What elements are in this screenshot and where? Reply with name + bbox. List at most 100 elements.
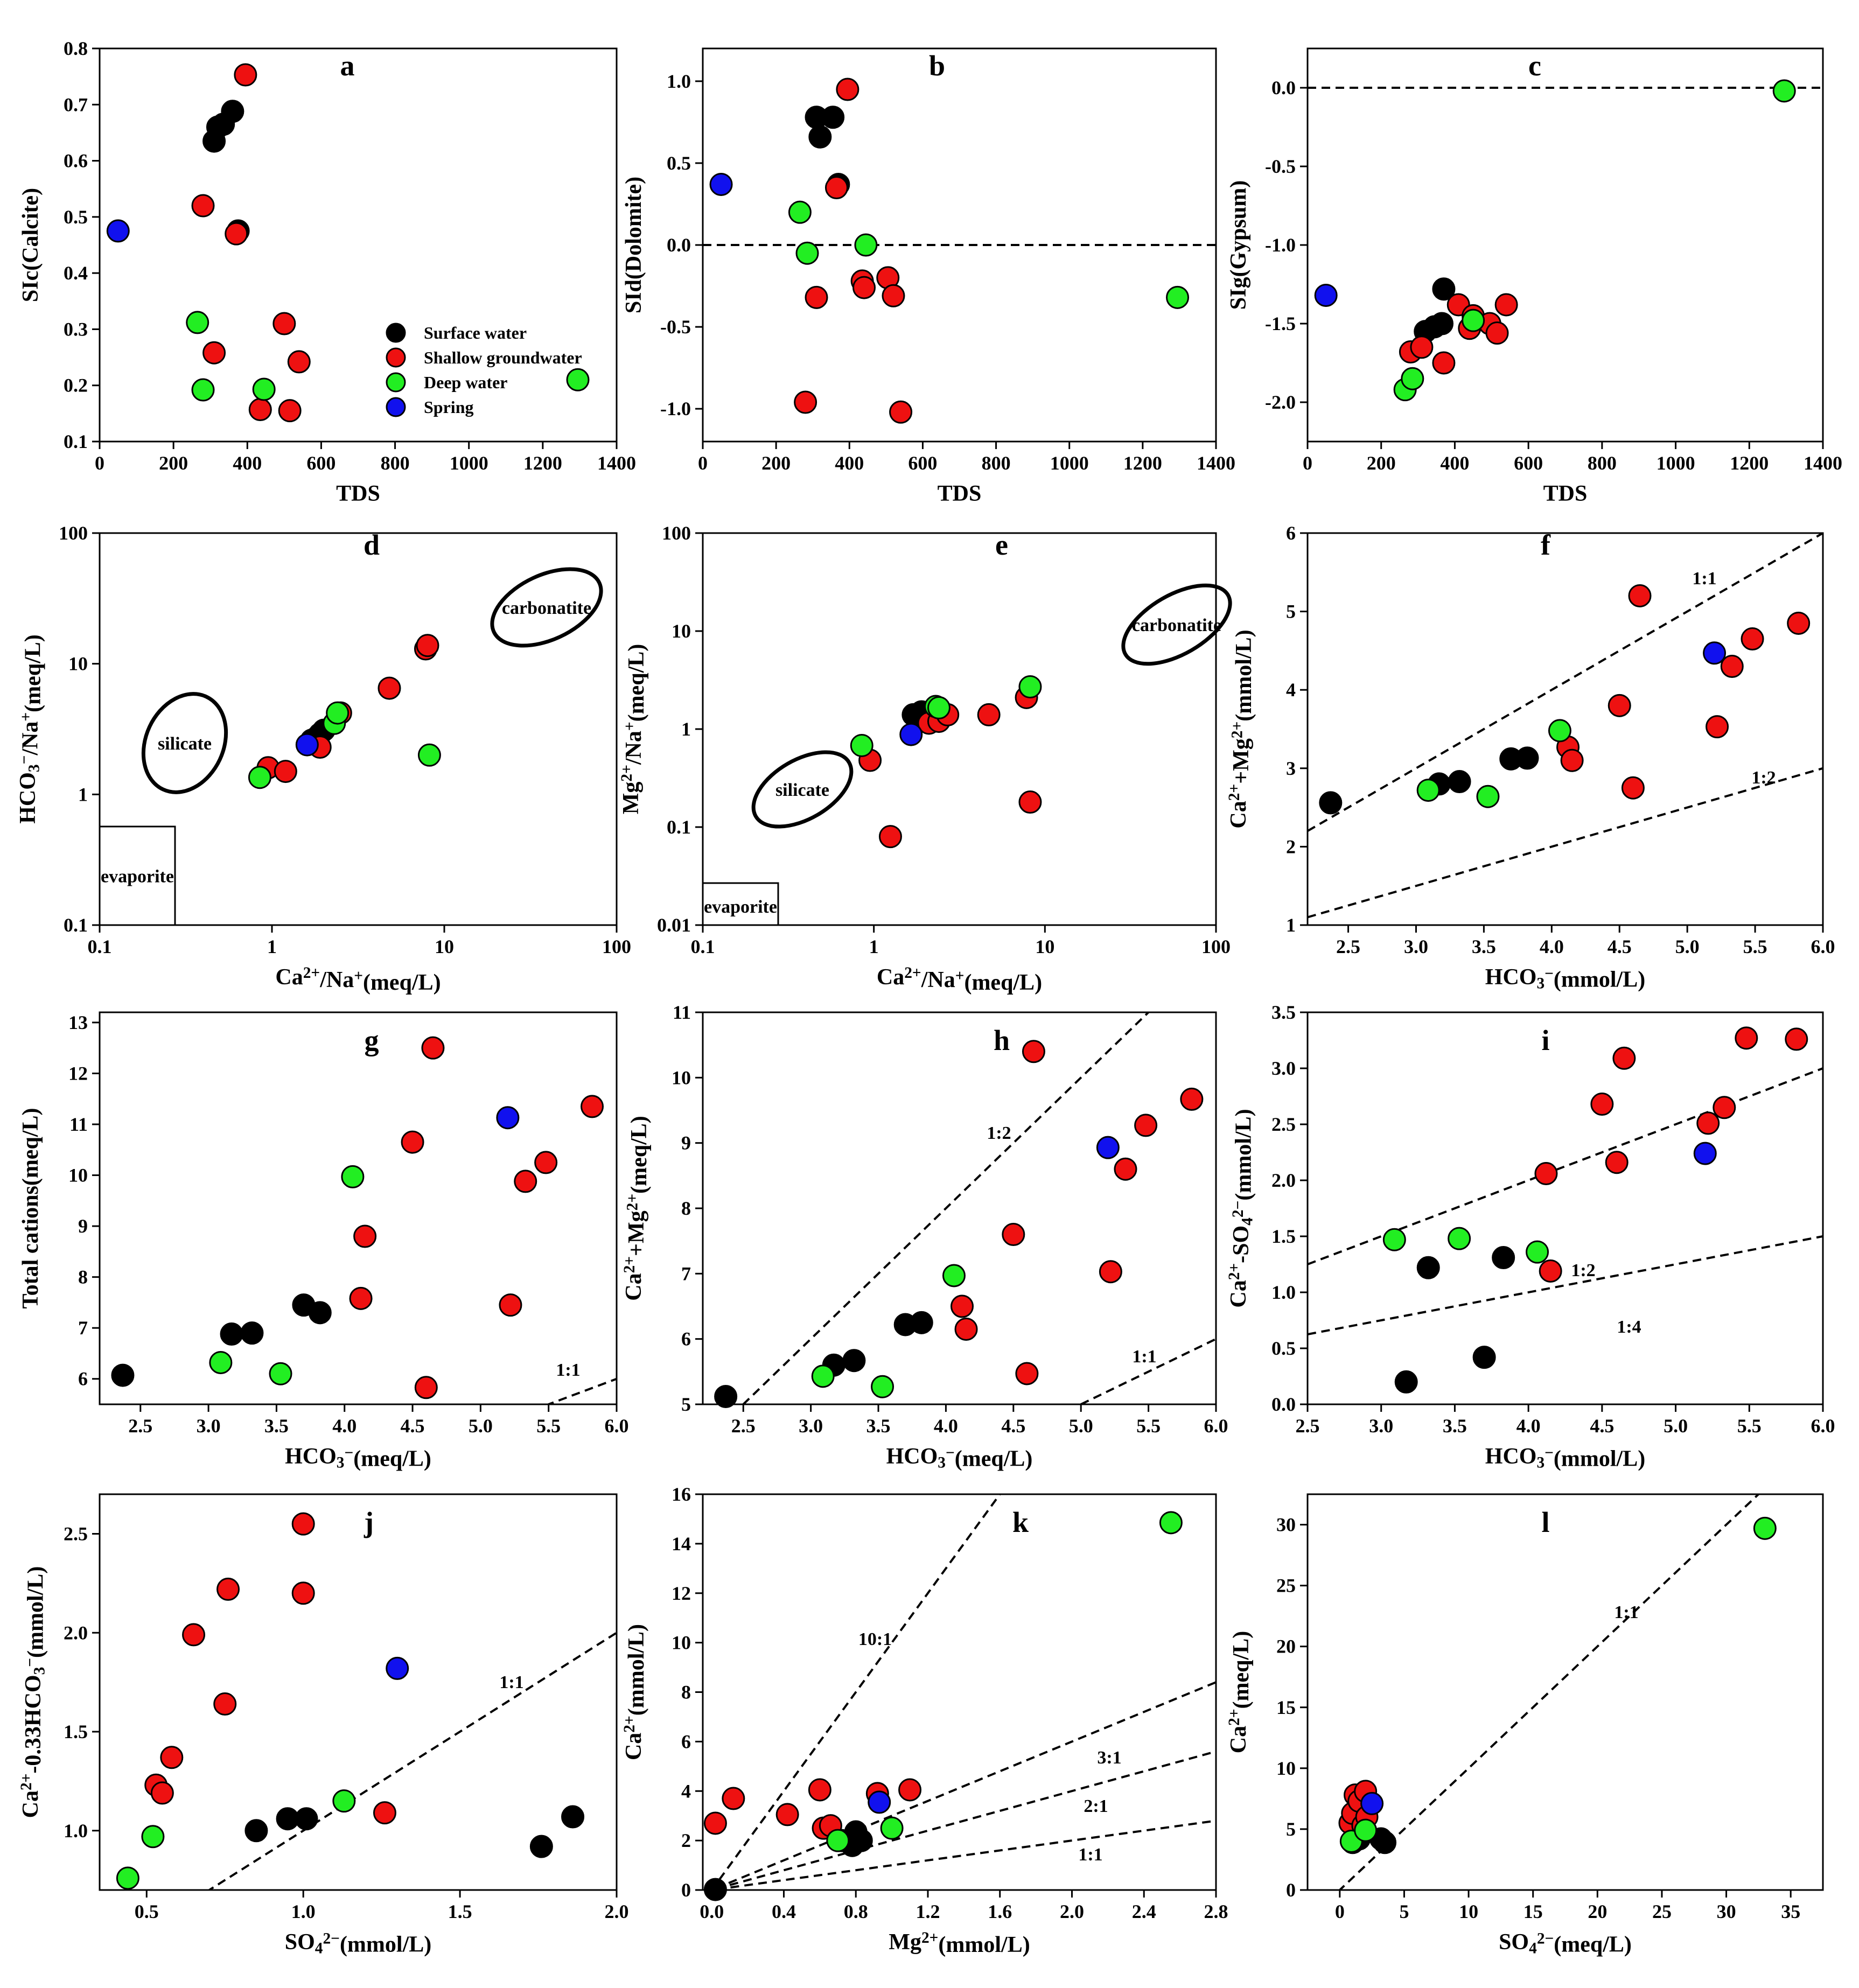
point-surface-water (1416, 1256, 1440, 1279)
y-axis-label: SIg(Gypsum) (1226, 180, 1251, 310)
point-deep-water (269, 1362, 292, 1385)
y-axis-label: SIc(Calcite) (18, 188, 43, 302)
point-shallow-groundwater (1605, 1151, 1629, 1174)
x-tick-label: 400 (233, 452, 262, 474)
x-tick-label: 1400 (1804, 452, 1842, 474)
y-tick-label: -1.0 (1265, 234, 1296, 256)
point-shallow-groundwater (1608, 694, 1631, 717)
panel-letter: g (365, 1024, 379, 1056)
plot-frame (99, 1011, 618, 1405)
point-surface-water (1430, 312, 1454, 335)
x-axis-label: HCO3−​(mmol/L) (1485, 965, 1645, 992)
y-tick-label: 2 (681, 1830, 691, 1851)
silicate-field (751, 750, 854, 829)
point-shallow-groundwater (794, 390, 817, 414)
y-tick-label: -0.5 (1265, 156, 1296, 177)
point-deep-water (1526, 1240, 1549, 1264)
reference-line-1-2 (742, 1012, 1150, 1404)
y-tick-label: 1.5 (64, 1721, 88, 1742)
x-tick-label: 20 (1588, 1901, 1607, 1922)
point-shallow-groundwater (234, 63, 257, 87)
x-tick-label: 3.0 (197, 1415, 221, 1437)
legend: Surface water Shallow groundwater Deep wat… (386, 323, 582, 417)
reference-label-1-1: 1:1 (1078, 1845, 1102, 1865)
x-tick-label: 4.5 (1001, 1415, 1025, 1437)
y-tick-label: 3 (1286, 758, 1296, 779)
point-shallow-groundwater (1015, 1362, 1039, 1385)
reference-line-2-1 (708, 1750, 1216, 1890)
x-tick-label: 0.5 (135, 1901, 159, 1922)
point-shallow-groundwater (514, 1170, 537, 1193)
panel-letter: c (1528, 50, 1541, 82)
legend-label: Spring (424, 397, 473, 417)
y-tick-label: 0 (681, 1879, 691, 1901)
point-shallow-groundwater (1785, 1027, 1808, 1051)
point-deep-water (871, 1375, 894, 1398)
panel-letter: h (994, 1024, 1010, 1056)
y-tick-label: 11 (673, 1002, 691, 1023)
point-shallow-groundwater (805, 285, 828, 309)
y-tick-label: 0.6 (64, 150, 88, 172)
point-shallow-groundwater (722, 1787, 745, 1810)
point-shallow-groundwater (421, 1036, 445, 1060)
point-surface-water (240, 1321, 264, 1345)
point-shallow-groundwater (225, 222, 248, 246)
reference-label-1-1: 1:1 (556, 1360, 580, 1380)
point-shallow-groundwater (775, 1803, 799, 1826)
y-tick-label: 25 (1276, 1575, 1296, 1597)
y-tick-label: 1.0 (667, 71, 691, 92)
panel-k: 10:1 3:1 2:1 1:1 0.0 0.4 0.8 1.2 1.6 2.0 2.4 2.8 0 2 4… (621, 1483, 1228, 1957)
x-tick-label: 600 (1514, 452, 1543, 474)
point-shallow-groundwater (287, 350, 311, 374)
point-shallow-groundwater (808, 1778, 831, 1802)
point-spring (868, 1790, 891, 1814)
point-surface-water (221, 100, 244, 123)
reference-line-1-1 (545, 1377, 617, 1404)
y-tick-label: 2.5 (64, 1523, 88, 1545)
x-axis-label: TDS (336, 481, 380, 506)
y-tick-label: 16 (672, 1483, 691, 1505)
panel-f: 1:1 1:2 2.5 3.0 3.5 4.0 4.5 5.0 5.5 6.0 1 2 3 4 5 6 HCO3… (1226, 522, 1835, 992)
panel-letter: k (1012, 1506, 1029, 1538)
panel-b: 0 200 400 600 800 1000 1200 1400 -1.0 -0.5 0.0 0.5 1… (621, 47, 1235, 506)
x-tick-label: 30 (1717, 1901, 1736, 1922)
x-tick-label: 25 (1652, 1901, 1672, 1922)
reference-label-1-1: 1:1 (1614, 1602, 1638, 1622)
point-surface-water (1432, 277, 1456, 301)
y-tick-label: 1.0 (1271, 1282, 1296, 1303)
point-deep-water (341, 1165, 365, 1188)
y-tick-label: 0.1 (64, 431, 88, 452)
x-tick-label: 800 (381, 452, 410, 474)
x-tick-label: 6.0 (1811, 1415, 1835, 1437)
point-deep-water (1416, 779, 1440, 802)
point-deep-water (1772, 79, 1796, 103)
point-shallow-groundwater (1410, 335, 1434, 359)
x-tick-label: 0 (95, 452, 104, 474)
plot-frame (1306, 532, 1824, 926)
point-shallow-groundwater (1696, 1111, 1720, 1135)
y-tick-label: 30 (1276, 1514, 1296, 1536)
x-tick-label: 4.5 (401, 1415, 425, 1437)
evaporite-label: evaporite (101, 867, 174, 887)
y-tick-label: 2 (1286, 836, 1296, 857)
panel-g: 1:1 2.5 3.0 3.5 4.0 4.5 5.0 5.5 6.0 6 7 8 9 10 11 12 13 H… (18, 1011, 629, 1471)
y-tick-label: 10 (1276, 1758, 1296, 1779)
x-tick-label: 2.0 (605, 1901, 629, 1922)
x-tick-label: 2.5 (128, 1415, 152, 1437)
point-surface-water (910, 1311, 933, 1334)
panel-letter: l (1541, 1506, 1549, 1538)
y-tick-label: 12 (672, 1583, 691, 1604)
point-deep-water (1354, 1818, 1378, 1842)
legend-label: Deep water (424, 373, 507, 392)
point-shallow-groundwater (836, 78, 859, 101)
point-shallow-groundwater (1741, 627, 1764, 651)
y-axis-label: Ca2+​+Mg2+​(meq/L) (621, 1116, 652, 1301)
y-tick-label: 0.3 (64, 318, 88, 340)
x-tick-label: 800 (982, 452, 1011, 474)
point-deep-water (811, 1364, 835, 1388)
x-tick-label: 5.5 (536, 1415, 561, 1437)
point-deep-water (1159, 1511, 1183, 1535)
point-spring (1314, 283, 1338, 307)
point-deep-water (116, 1866, 139, 1890)
point-deep-water (854, 233, 878, 257)
